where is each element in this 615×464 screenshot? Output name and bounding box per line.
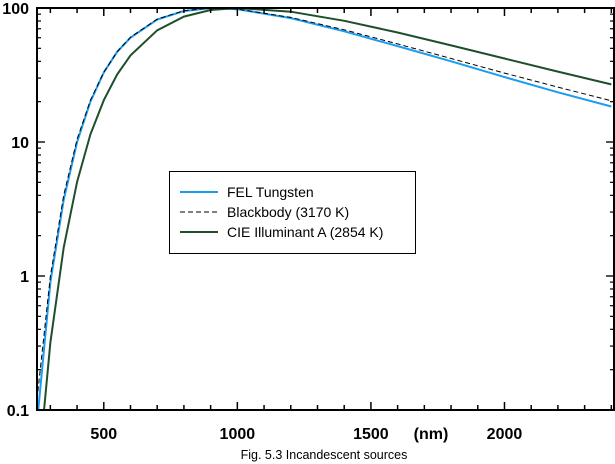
legend-box bbox=[169, 171, 416, 254]
x-tick-labels: 500 1000 1500 2000 bbox=[90, 426, 522, 443]
figure-caption: Fig. 5.3 Incandescent sources bbox=[241, 448, 408, 462]
legend-label-blackbody: Blackbody (3170 K) bbox=[227, 204, 349, 220]
plot-frame bbox=[36, 7, 615, 411]
y-tick-labels: 0.1 1 10 100 bbox=[2, 1, 29, 420]
x-tick-label: 2000 bbox=[487, 426, 523, 443]
x-axis-label: (nm) bbox=[414, 426, 449, 443]
legend: FEL Tungsten Blackbody (3170 K) CIE Illu… bbox=[169, 171, 416, 254]
ticks-layer bbox=[37, 7, 614, 411]
y-tick-label: 10 bbox=[11, 135, 29, 152]
y-tick-label: 1 bbox=[20, 269, 29, 286]
series-line-2 bbox=[43, 8, 612, 410]
legend-label-fel: FEL Tungsten bbox=[227, 184, 314, 200]
legend-label-cie-a: CIE Illuminant A (2854 K) bbox=[227, 224, 383, 240]
x-tick-label: 1000 bbox=[220, 426, 256, 443]
y-tick-label: 100 bbox=[2, 1, 29, 18]
y-tick-label: 0.1 bbox=[7, 403, 29, 420]
x-tick-label: 500 bbox=[90, 426, 117, 443]
x-tick-label: 1500 bbox=[353, 426, 389, 443]
